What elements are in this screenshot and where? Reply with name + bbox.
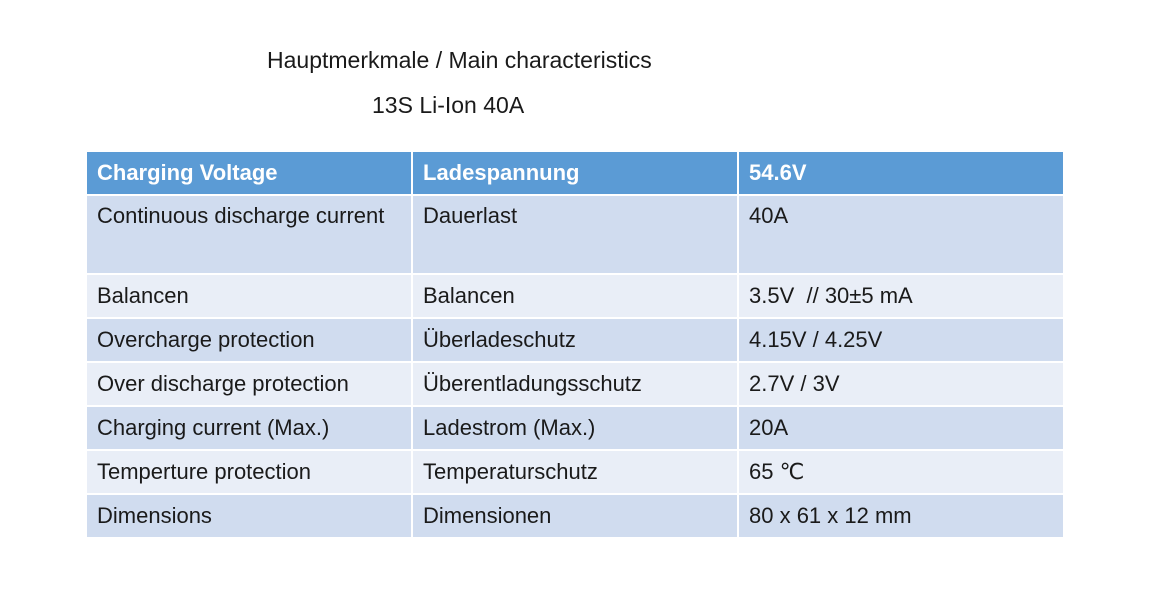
cell-german: Dimensionen [411,493,739,539]
cell-english: Temperture protection [85,449,413,495]
cell-value: 20A [737,405,1065,451]
cell-value: 80 x 61 x 12 mm [737,493,1065,539]
cell-german: Überladeschutz [411,317,739,363]
cell-value: 40A [737,194,1065,275]
cell-german: Überentladungsschutz [411,361,739,407]
table-row: Over discharge protection Überentladungs… [85,361,1065,407]
cell-german: Dauerlast [411,194,739,275]
cell-german: Ladestrom (Max.) [411,405,739,451]
table-row: Balancen Balancen 3.5V // 30±5 mA [85,273,1065,319]
page-title: Hauptmerkmale / Main characteristics [267,47,652,73]
page-subtitle: 13S Li-Ion 40A [372,92,525,118]
cell-english: Charging current (Max.) [85,405,413,451]
cell-german: Temperaturschutz [411,449,739,495]
header-cell-german: Ladespannung [411,150,739,196]
header-cell-english: Charging Voltage [85,150,413,196]
table-row: Overcharge protection Überladeschutz 4.1… [85,317,1065,363]
spec-table: Charging Voltage Ladespannung 54.6V Cont… [85,150,1065,539]
cell-english: Over discharge protection [85,361,413,407]
table-row: Temperture protection Temperaturschutz 6… [85,449,1065,495]
cell-english: Overcharge protection [85,317,413,363]
cell-german: Balancen [411,273,739,319]
table-row: Continuous discharge current Dauerlast 4… [85,194,1065,275]
cell-value: 65 ℃ [737,449,1065,495]
cell-value: 4.15V / 4.25V [737,317,1065,363]
cell-value: 3.5V // 30±5 mA [737,273,1065,319]
table-row: Dimensions Dimensionen 80 x 61 x 12 mm [85,493,1065,539]
header-cell-value: 54.6V [737,150,1065,196]
cell-english: Dimensions [85,493,413,539]
cell-english: Balancen [85,273,413,319]
table-header-row: Charging Voltage Ladespannung 54.6V [85,150,1065,196]
table-row: Charging current (Max.) Ladestrom (Max.)… [85,405,1065,451]
cell-value: 2.7V / 3V [737,361,1065,407]
cell-english: Continuous discharge current [85,194,413,275]
